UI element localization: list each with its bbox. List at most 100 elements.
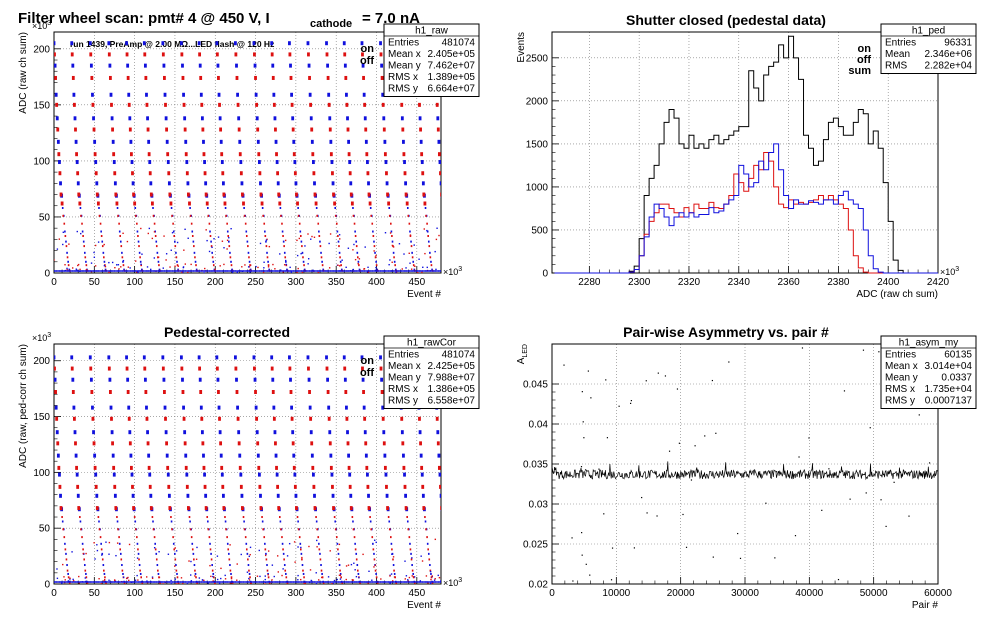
outlier-point [928,462,931,464]
outlier-point [583,437,585,439]
point-on [322,268,325,271]
point-off [325,366,329,371]
point-on [137,552,140,555]
point-off [331,171,334,176]
point-off [386,192,389,197]
point-on [426,230,429,233]
point-off [121,569,124,572]
point-noise [64,579,66,581]
point-baseline [368,270,371,272]
point-noise [404,578,406,580]
point-on [383,139,387,144]
point-on [406,206,409,209]
point-noise [392,246,395,248]
point-off [422,506,426,511]
point-baseline [142,581,145,583]
point-baseline [252,581,254,583]
point-off [307,366,310,371]
point-baseline [141,581,143,583]
point-noise [373,250,375,252]
point-on [239,160,243,165]
point-baseline [189,581,192,583]
point-off [383,152,387,157]
point-baseline [260,270,262,272]
point-off [320,569,323,572]
point-noise [273,575,275,578]
point-off [356,256,359,259]
panel-4-axes: 0 10000 20000 30000 40000 50000 600000.020.025… [516,343,952,611]
point-baseline [428,270,430,272]
point-baseline [337,581,340,583]
point-noise [170,579,172,582]
point-on [181,63,184,68]
point-on [245,230,248,233]
point-baseline [184,581,187,583]
point-on [255,116,259,121]
point-noise [56,577,59,580]
point-noise [146,580,148,582]
point-off [359,581,361,584]
x-tick-label: 200 [207,277,224,288]
point-off [374,256,377,259]
point-off [128,127,132,132]
point-on [438,160,441,165]
point-baseline [437,581,440,583]
point-noise [212,580,214,582]
point-on [129,453,133,458]
point-baseline [247,581,250,583]
point-baseline [365,270,367,272]
point-noise [310,579,312,582]
point-off [321,264,324,267]
point-on [334,206,337,209]
point-baseline [68,270,71,272]
point-baseline [411,581,414,583]
point-off [56,441,60,446]
point-on [221,181,225,186]
point-on [338,564,341,567]
point-on [55,116,59,121]
point-on [252,355,256,360]
point-noise [165,253,168,255]
point-on [155,240,158,243]
y-tick-label: 200 [33,356,50,367]
point-baseline [273,270,275,272]
point-on [286,268,288,271]
point-on [268,268,270,271]
point-noise [389,259,391,261]
point-on [179,355,183,360]
point-baseline [126,581,129,583]
stats-box-name: h1_rawCor [407,338,457,349]
point-off [118,222,120,225]
point-noise [184,263,187,265]
point-off [298,536,301,539]
point-noise [267,574,269,576]
point-off [214,581,216,584]
point-on [56,139,60,144]
point-baseline [120,581,122,583]
point-noise [425,575,428,577]
point-off [424,516,426,519]
point-baseline [112,270,114,272]
point-noise [368,570,370,573]
point-noise [67,580,70,582]
point-baseline [120,270,122,272]
point-on [238,453,242,458]
point-noise [157,256,160,258]
x-tick-label: 350 [328,588,345,599]
point-off [400,102,404,107]
point-off [310,127,314,132]
point-on [216,377,220,382]
point-baseline [407,581,409,583]
point-off [412,264,415,267]
point-noise [127,266,130,268]
point-off [346,127,350,132]
point-off [133,516,136,519]
outlier-point [918,414,920,416]
point-baseline [92,270,95,272]
point-baseline [149,270,151,272]
point-baseline [286,581,288,583]
point-off [100,548,103,551]
point-off [354,235,357,238]
point-baseline [89,270,92,272]
point-noise [204,267,206,270]
